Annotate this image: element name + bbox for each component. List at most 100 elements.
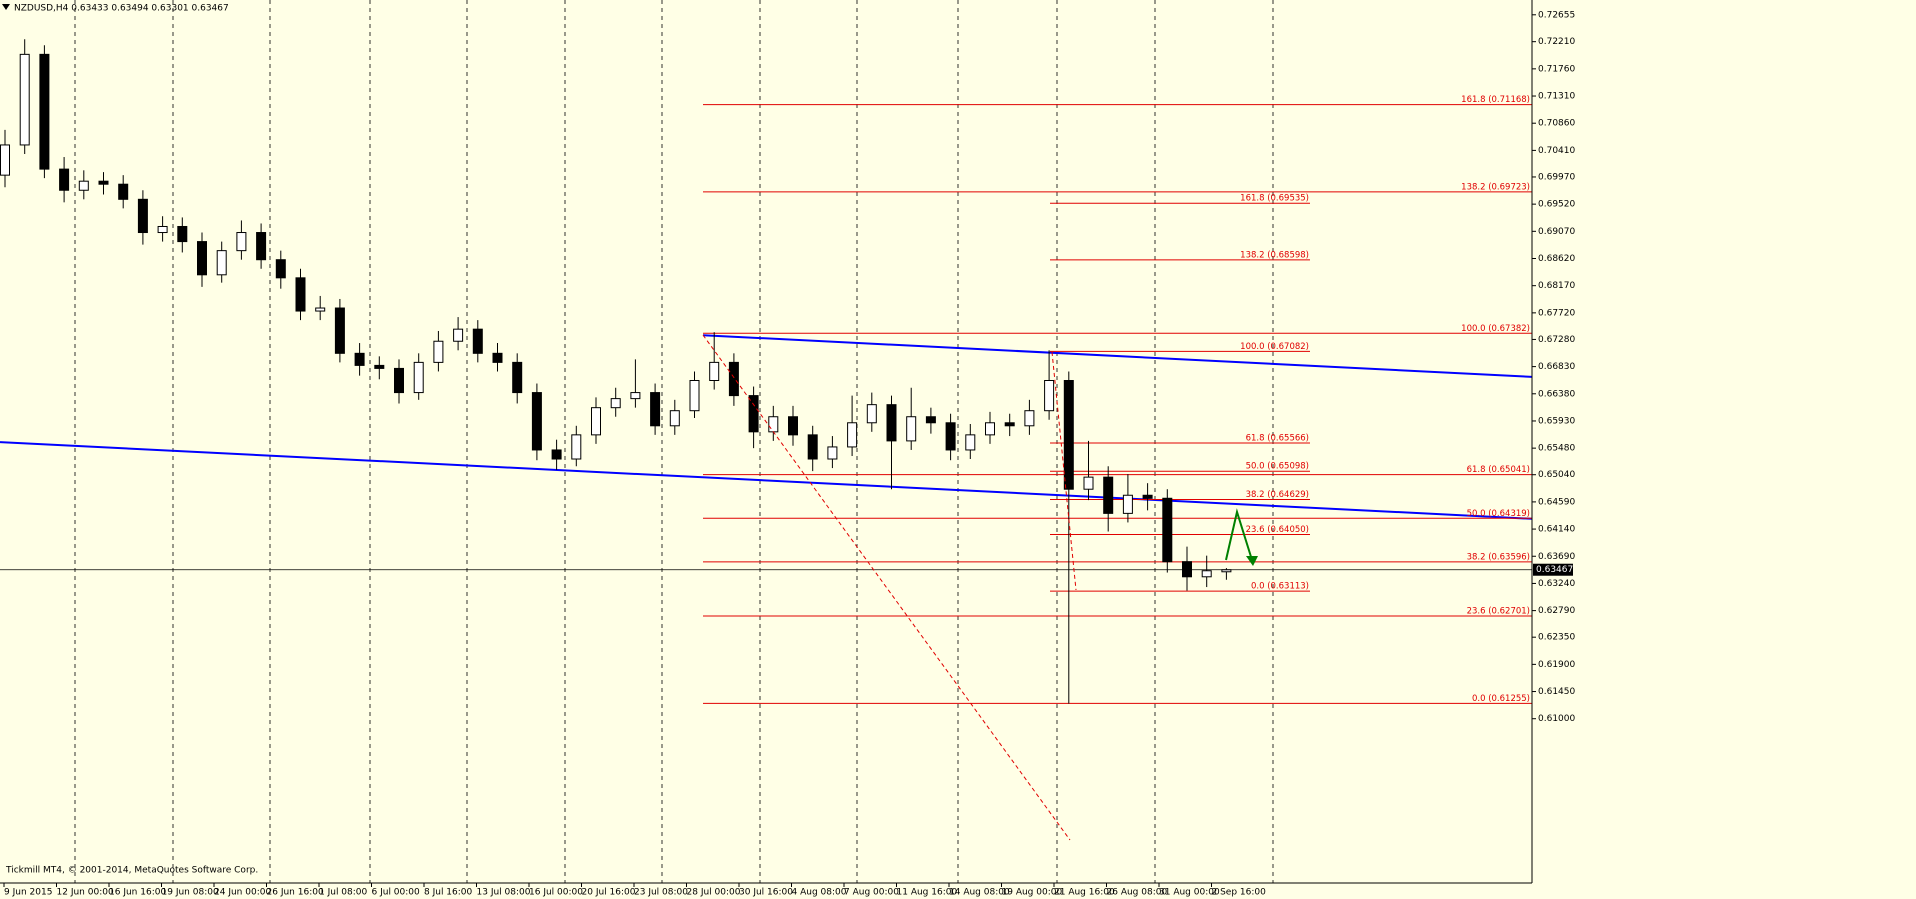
- y-tick-label: 0.70410: [1538, 146, 1575, 156]
- x-tick-label: 31 Aug 00:00: [1159, 888, 1220, 898]
- candle-body: [1083, 476, 1094, 490]
- y-tick-label: 0.65040: [1538, 470, 1575, 480]
- chart-header: NZDUSD,H4 0.63433 0.63494 0.63301 0.6346…: [14, 4, 229, 14]
- y-tick-label: 0.64140: [1538, 525, 1575, 535]
- last-price-label: 0.63467: [1536, 565, 1573, 575]
- x-tick-label: 12 Jun 00:00: [57, 888, 114, 898]
- candle-body: [433, 340, 444, 363]
- candle-body: [1004, 422, 1015, 427]
- x-tick-label: 26 Aug 08:00: [1107, 888, 1168, 898]
- candle-body: [59, 168, 70, 191]
- y-tick-label: 0.70860: [1538, 119, 1575, 129]
- candle-body: [650, 392, 661, 427]
- candle-body: [669, 410, 680, 427]
- candle-body: [807, 434, 818, 460]
- x-tick-label: 8 Jul 16:00: [424, 888, 473, 898]
- candle-body: [709, 361, 720, 381]
- y-tick-label: 0.61000: [1538, 714, 1575, 724]
- fib-label: 138.2 (0.68598): [1240, 250, 1309, 260]
- candle-body: [157, 225, 168, 234]
- fib-label: 61.8 (0.65566): [1246, 433, 1309, 443]
- candle-body: [886, 404, 897, 442]
- candle-body: [827, 446, 838, 460]
- candle-body: [1063, 379, 1074, 490]
- candle-body: [315, 307, 326, 312]
- y-tick-label: 0.66380: [1538, 389, 1575, 399]
- y-tick-label: 0.62790: [1538, 606, 1575, 616]
- candle-body: [197, 241, 207, 276]
- candle-body: [1024, 410, 1035, 427]
- y-tick-label: 0.63240: [1538, 579, 1575, 589]
- candle-body: [354, 352, 365, 366]
- fib-label: 23.6 (0.64050): [1246, 525, 1309, 535]
- candle-body: [571, 434, 582, 460]
- fib-label: 100.0 (0.67082): [1240, 342, 1309, 352]
- fib-label: 138.2 (0.69723): [1461, 182, 1530, 192]
- x-tick-label: 20 Jul 16:00: [582, 888, 636, 898]
- y-tick-label: 0.72210: [1538, 37, 1575, 47]
- y-tick-label: 0.69070: [1538, 227, 1575, 237]
- y-tick-label: 0.64590: [1538, 497, 1575, 507]
- y-tick-label: 0.71760: [1538, 64, 1575, 74]
- candle-body: [906, 416, 917, 442]
- candle-body: [275, 259, 286, 279]
- x-tick-label: 13 Jul 08:00: [477, 888, 531, 898]
- grid: [74, 0, 1274, 883]
- candle-body: [610, 398, 621, 409]
- candle-body: [551, 449, 562, 460]
- candle-body: [0, 144, 10, 176]
- x-tick-label: 14 Aug 08:00: [949, 888, 1010, 898]
- fib-anchor-line: [1051, 351, 1077, 591]
- candle-body: [256, 232, 267, 261]
- last-price-box: [1533, 563, 1573, 576]
- candle-body: [1201, 570, 1212, 578]
- candle-body: [295, 277, 306, 312]
- fib-label: 38.2 (0.64629): [1246, 490, 1309, 500]
- candle-body: [591, 407, 601, 436]
- fib-label: 38.2 (0.63596): [1467, 552, 1530, 562]
- menu-arrow[interactable]: [2, 4, 10, 10]
- y-tick-label: 0.63690: [1538, 552, 1575, 562]
- x-tick-label: 11 Aug 16:00: [897, 888, 958, 898]
- trendline: [0, 441, 1533, 520]
- candle-body: [472, 328, 483, 354]
- y-tick-label: 0.68620: [1538, 254, 1575, 264]
- candle-body: [98, 180, 109, 185]
- candle-body: [118, 183, 129, 200]
- forecast-arrow: [1225, 508, 1253, 561]
- candle-body: [492, 352, 503, 363]
- y-tick-label: 0.66830: [1538, 362, 1575, 372]
- y-tick-label: 0.69970: [1538, 172, 1575, 182]
- trendline: [702, 334, 1533, 378]
- candle-body: [78, 180, 89, 191]
- x-tick-label: 28 Jul 00:00: [687, 888, 741, 898]
- x-tick-label: 4 Aug 08:00: [792, 888, 847, 898]
- x-tick-label: 16 Jun 16:00: [109, 888, 166, 898]
- candle-body: [985, 422, 995, 436]
- candle-body: [177, 225, 188, 243]
- candle-body: [531, 392, 542, 451]
- x-tick-label: 7 Aug 00:00: [844, 888, 899, 898]
- fib-anchor-line: [702, 334, 1071, 841]
- candle-body: [768, 416, 779, 433]
- y-tick-label: 0.72655: [1538, 10, 1575, 20]
- x-tick-label: 1 Jul 08:00: [319, 888, 368, 898]
- candle-body: [394, 367, 404, 394]
- fib-label: 0.0 (0.63113): [1251, 582, 1309, 592]
- y-tick-label: 0.61450: [1538, 687, 1575, 697]
- x-tick-label: 2 Sep 16:00: [1212, 888, 1267, 898]
- footer: Tickmill MT4, © 2001-2014, MetaQuotes So…: [5, 866, 258, 876]
- x-tick-label: 30 Jul 16:00: [739, 888, 793, 898]
- candle-body: [1142, 494, 1153, 499]
- candle-body: [39, 53, 50, 170]
- plot: 161.8 (0.71168) 138.2 (0.69723) 100.0 (0.6…: [0, 39, 1533, 704]
- candle-body: [374, 364, 385, 369]
- fib-label: 0.0 (0.61255): [1472, 694, 1530, 704]
- x-tick-label: 19 Aug 00:00: [1002, 888, 1063, 898]
- y-tick-label: 0.68170: [1538, 281, 1575, 291]
- y-tick-label: 0.62350: [1538, 633, 1575, 643]
- x-tick-label: 6 Jul 00:00: [372, 888, 421, 898]
- x-tick-label: 26 Jun 16:00: [267, 888, 324, 898]
- fib-label: 100.0 (0.67382): [1461, 324, 1530, 334]
